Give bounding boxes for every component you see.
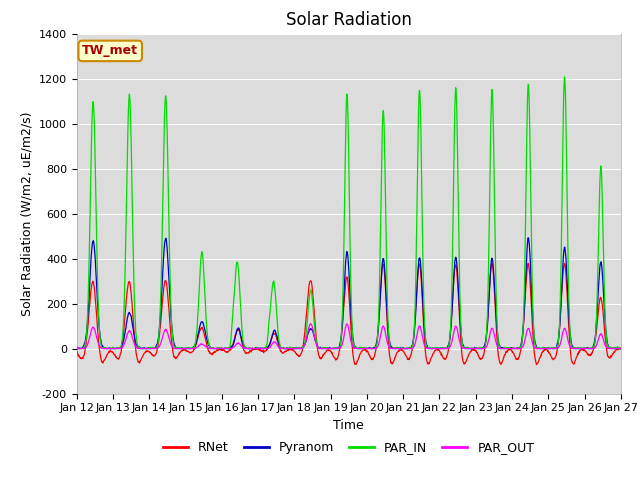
Text: TW_met: TW_met — [82, 44, 138, 58]
Title: Solar Radiation: Solar Radiation — [286, 11, 412, 29]
Y-axis label: Solar Radiation (W/m2, uE/m2/s): Solar Radiation (W/m2, uE/m2/s) — [20, 111, 33, 316]
X-axis label: Time: Time — [333, 419, 364, 432]
Legend: RNet, Pyranom, PAR_IN, PAR_OUT: RNet, Pyranom, PAR_IN, PAR_OUT — [158, 436, 540, 459]
